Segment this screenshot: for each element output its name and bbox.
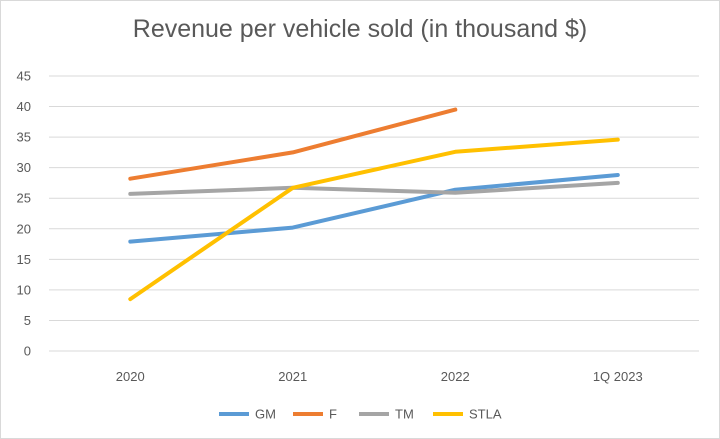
- y-tick-label: 0: [24, 344, 31, 359]
- series-line-stla: [128, 137, 620, 302]
- gridlines: [49, 75, 699, 352]
- legend: GM F TM STLA: [219, 407, 502, 422]
- x-tick-label: 2021: [278, 369, 307, 384]
- x-tick-label: 2022: [441, 369, 470, 384]
- legend-label: TM: [395, 407, 414, 422]
- legend-label: STLA: [469, 407, 502, 422]
- y-tick-label: 5: [24, 313, 31, 328]
- legend-label: GM: [255, 407, 276, 422]
- x-tick-label: 1Q 2023: [593, 369, 643, 384]
- series-line-tm: [128, 180, 620, 196]
- series-line-gm: [128, 173, 620, 244]
- legend-item-gm: GM: [219, 407, 276, 422]
- x-axis-ticks: 2020 2021 2022 1Q 2023: [116, 369, 643, 384]
- y-tick-label: 40: [17, 99, 31, 114]
- legend-item-f: F: [293, 407, 337, 422]
- series-lines: [128, 107, 620, 302]
- y-tick-label: 10: [17, 282, 31, 297]
- y-tick-label: 15: [17, 252, 31, 267]
- y-axis-ticks: 0 5 10 15 20 25 30 35 40 45: [17, 69, 31, 359]
- y-tick-label: 45: [17, 69, 31, 84]
- series-line-f: [128, 107, 458, 181]
- y-tick-label: 30: [17, 160, 31, 175]
- chart-title: Revenue per vehicle sold (in thousand $): [132, 15, 588, 43]
- legend-label: F: [329, 407, 337, 422]
- y-tick-label: 20: [17, 221, 31, 236]
- y-tick-label: 25: [17, 191, 31, 206]
- x-tick-label: 2020: [116, 369, 145, 384]
- legend-item-tm: TM: [359, 407, 414, 422]
- y-tick-label: 35: [17, 130, 31, 145]
- legend-item-stla: STLA: [433, 407, 502, 422]
